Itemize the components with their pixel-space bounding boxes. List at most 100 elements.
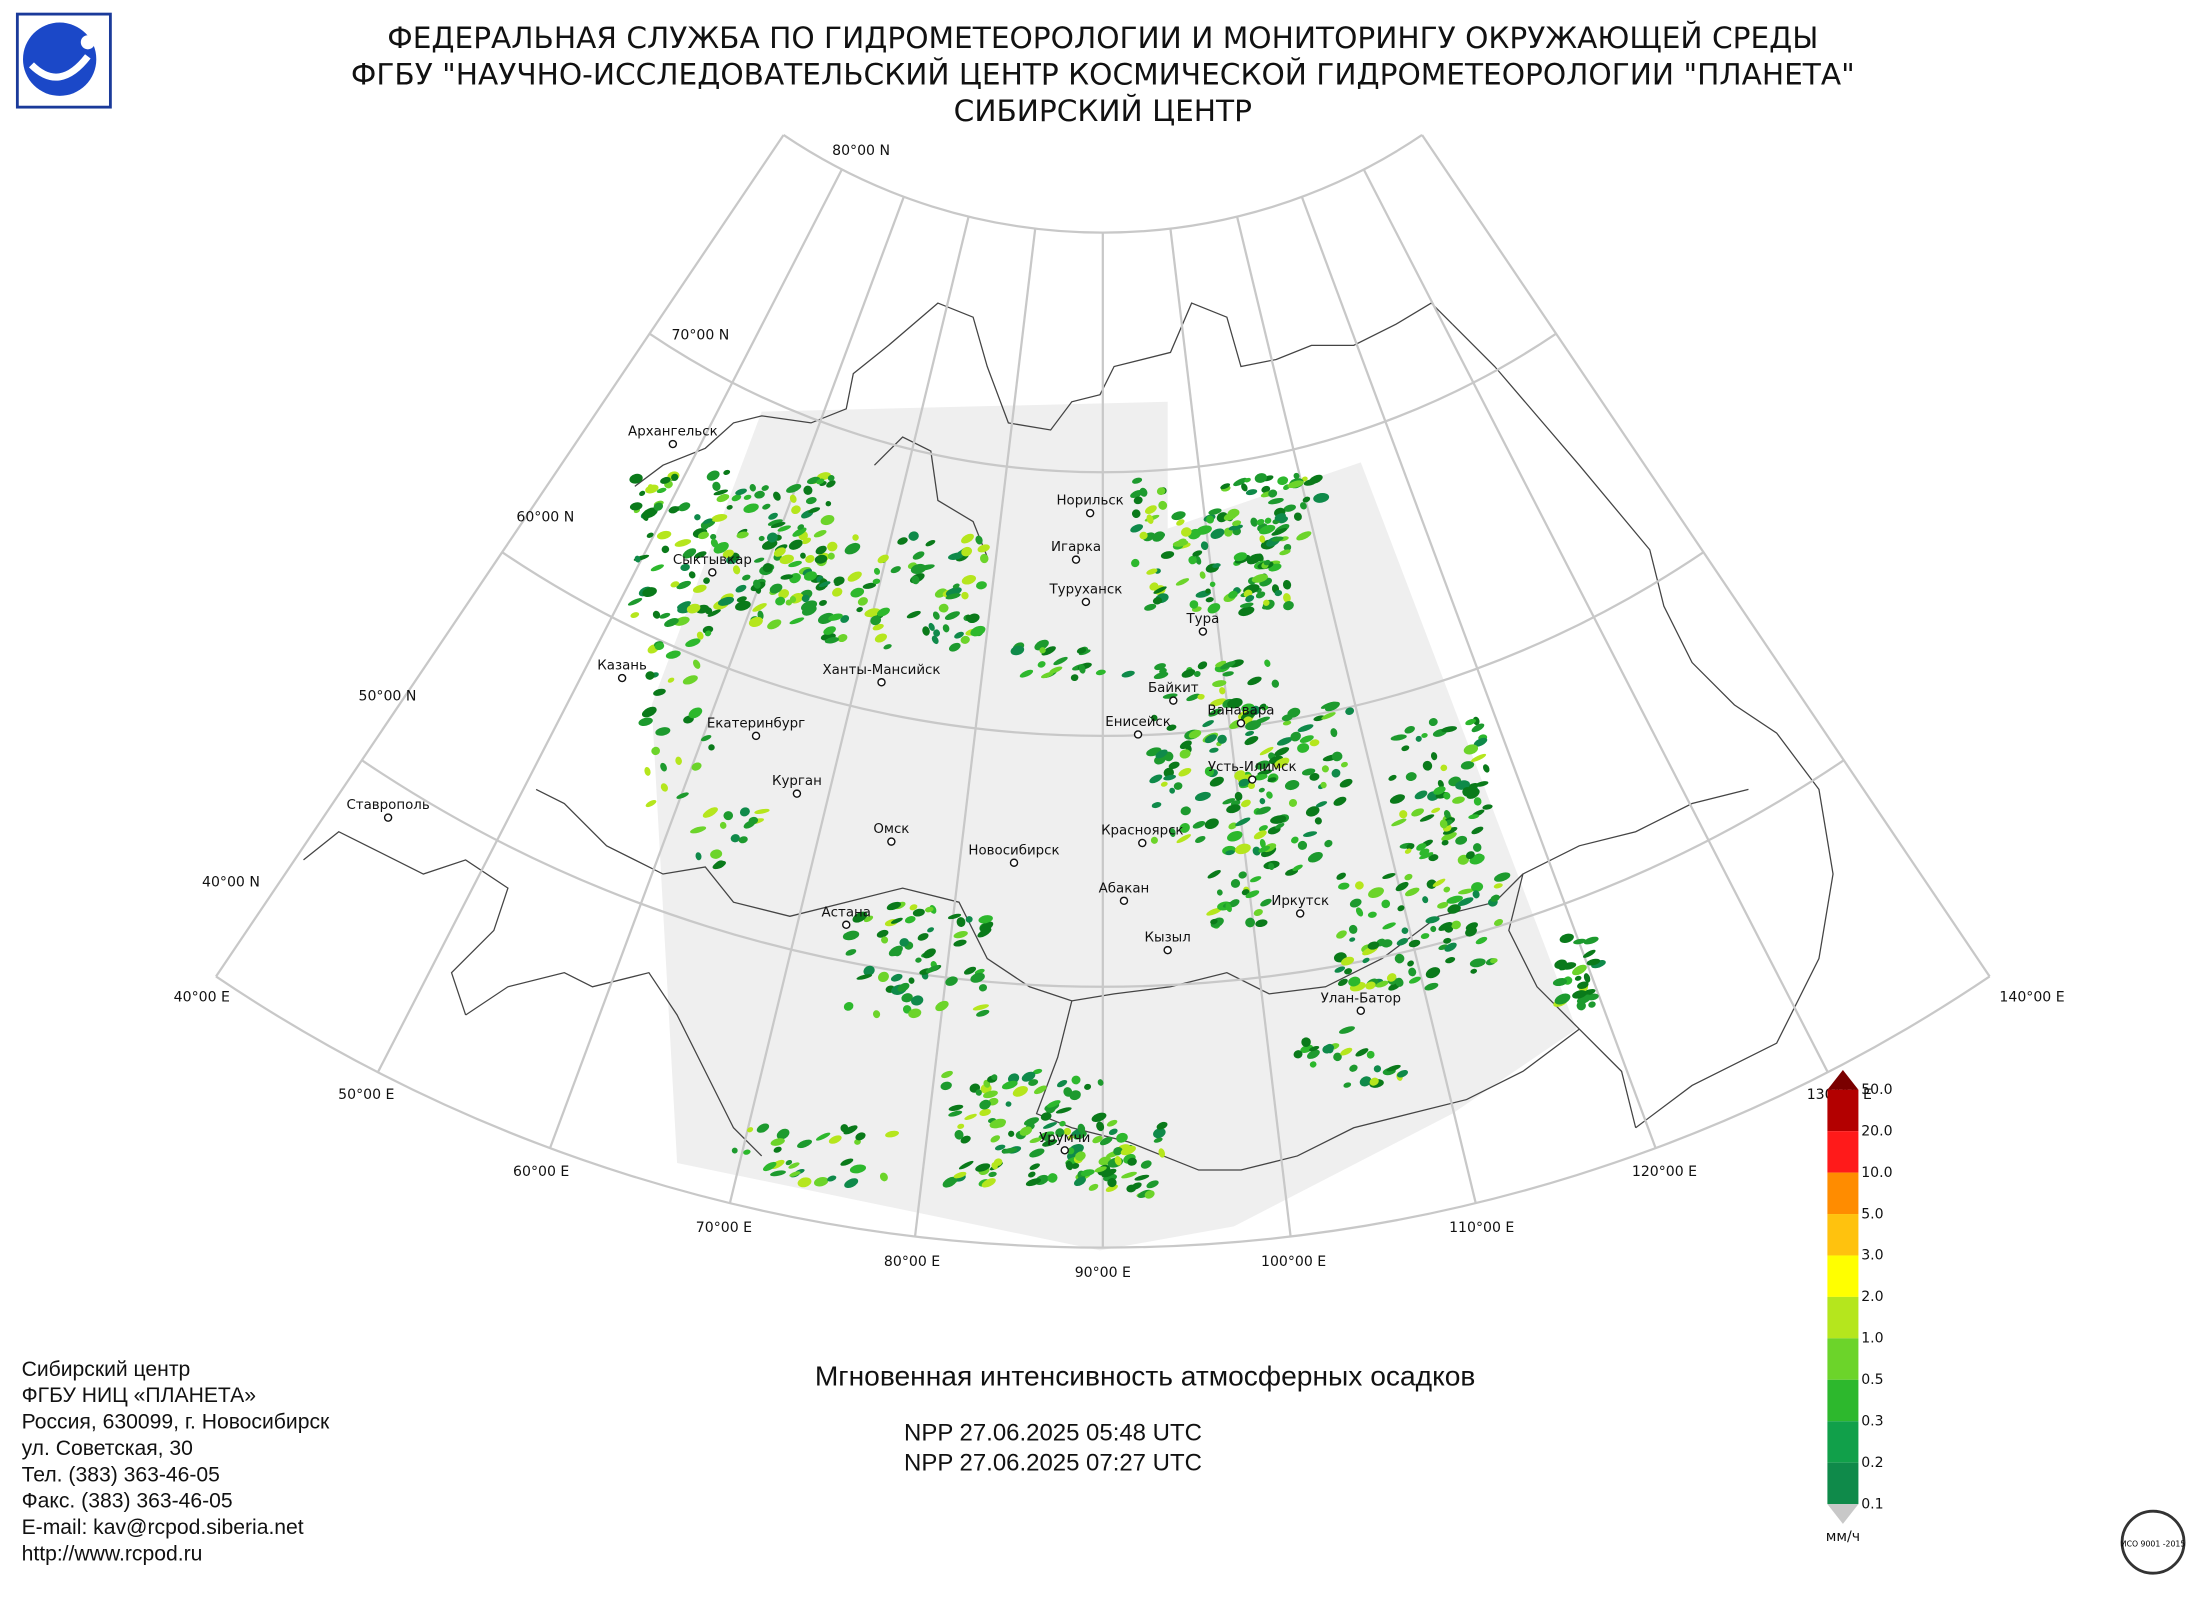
precip-cell: [1283, 504, 1296, 512]
legend-label: 5.0: [1861, 1206, 1883, 1222]
precip-cell: [1046, 1100, 1061, 1108]
precip-cell: [1290, 731, 1301, 742]
precip-cell: [1220, 483, 1231, 490]
precip-cell: [1188, 555, 1197, 565]
precip-cell: [1321, 765, 1329, 773]
city-dot: [1071, 555, 1081, 564]
coastline: [874, 436, 988, 558]
precip-cell: [938, 603, 949, 613]
precip-cell: [911, 575, 920, 585]
precip-cell: [1414, 790, 1428, 800]
precip-cell: [800, 600, 818, 612]
precip-cell: [1216, 889, 1223, 896]
precip-cell: [743, 494, 752, 500]
city-name: Курган: [772, 774, 822, 789]
precip-cell: [1554, 993, 1571, 1005]
precip-cell: [1156, 1121, 1168, 1130]
precip-cell: [1268, 862, 1275, 870]
precip-cell: [1470, 753, 1487, 763]
precip-cell: [1253, 830, 1267, 840]
precip-cell: [1101, 1168, 1117, 1178]
precip-cell: [665, 650, 681, 659]
precip-cell: [1336, 930, 1347, 939]
precip-cell: [1460, 761, 1475, 770]
precip-cell: [706, 470, 720, 481]
coastline: [1508, 788, 1749, 1128]
precip-cell: [857, 597, 868, 606]
logo-satellite: [80, 35, 95, 50]
precip-cell: [641, 706, 657, 718]
precip-cell: [1114, 1156, 1122, 1166]
precip-cell: [1309, 773, 1320, 781]
lon-label: 90°00 E: [1075, 1265, 1131, 1281]
precip-cell: [874, 633, 887, 643]
precip-cell: [965, 614, 972, 622]
precip-cell: [773, 1146, 782, 1153]
precip-cell: [667, 677, 675, 683]
precip-cell: [691, 762, 702, 771]
precip-cell: [1309, 739, 1320, 747]
precip-cell: [1063, 1127, 1072, 1136]
precip-cell: [1220, 661, 1236, 670]
precip-cell: [1189, 600, 1199, 609]
precip-cell: [731, 494, 742, 502]
precip-cell: [1233, 552, 1248, 562]
city-dot: [383, 813, 393, 822]
precip-cell: [1158, 1148, 1166, 1158]
precip-cell: [800, 552, 806, 559]
precip-cell: [1010, 645, 1025, 656]
precip-cell: [1144, 1190, 1155, 1199]
lon-label: 120°00 E: [1632, 1164, 1697, 1180]
precip-cell: [1261, 485, 1271, 494]
precip-cell: [1259, 746, 1274, 756]
precip-cell: [1333, 1052, 1342, 1062]
precip-cell: [1386, 973, 1397, 982]
precip-cell: [710, 538, 719, 548]
precip-cell: [1297, 724, 1314, 732]
precip-cell: [1169, 787, 1176, 794]
precip-cell: [965, 916, 973, 923]
precip-cell: [878, 971, 889, 983]
precip-cell: [1159, 667, 1167, 675]
precip-cell: [1210, 698, 1227, 707]
precip-cell: [1452, 796, 1465, 804]
precip-cell: [797, 524, 805, 530]
precip-cell: [712, 481, 721, 491]
precip-cell: [960, 635, 970, 644]
meridian: [1362, 168, 1829, 1073]
precip-cell: [1494, 872, 1511, 882]
precip-cell: [1146, 568, 1158, 575]
precip-cell: [1300, 502, 1307, 510]
precip-cell: [1343, 1082, 1352, 1088]
precip-cell: [1447, 904, 1461, 914]
city-dot: [1163, 945, 1172, 955]
precip-cell: [748, 616, 763, 628]
precip-cell: [925, 539, 936, 547]
precip-cell: [1572, 990, 1587, 999]
precip-cell: [1341, 956, 1355, 966]
precip-cell: [813, 530, 827, 538]
precip-cell: [1192, 820, 1206, 829]
precip-cell: [726, 505, 733, 510]
precip-cell: [948, 642, 961, 652]
precip-cell: [977, 927, 992, 938]
precip-cell: [1076, 647, 1087, 654]
precip-cell: [1382, 922, 1396, 930]
precip-cell: [1475, 781, 1489, 787]
precip-cell: [1258, 825, 1268, 832]
precip-cell: [754, 490, 765, 499]
lon-label: 140°00 E: [1999, 990, 2064, 1006]
precip-cell: [827, 552, 835, 560]
stamp-ring: [2120, 1509, 2186, 1575]
precip-cell: [1121, 670, 1135, 678]
precip-cell: [1309, 1061, 1317, 1068]
precip-cell: [700, 734, 712, 742]
precip-cell: [977, 544, 990, 553]
legend-label: 10.0: [1861, 1165, 1892, 1181]
precip-cell: [1049, 666, 1063, 674]
city-name: Байкит: [1148, 681, 1199, 696]
precip-cell: [1245, 917, 1256, 928]
precip-cell: [1471, 826, 1484, 835]
map: 80°00 N 70°00 N 60°00 N 50°00 N 40°00 N 40°00…: [174, 134, 2065, 1281]
